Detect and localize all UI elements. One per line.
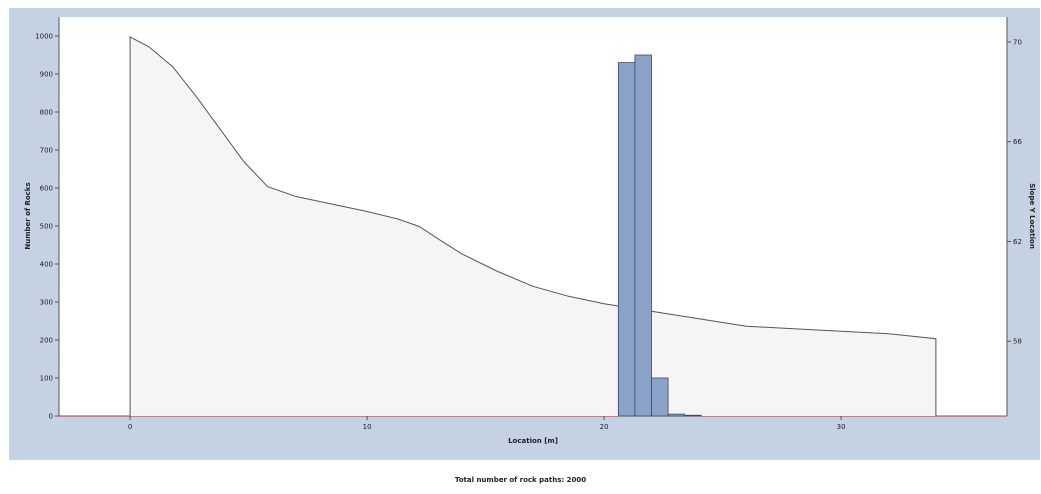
histogram-bar-4 [685, 415, 702, 416]
y-tick-label: 200 [40, 337, 53, 345]
y2-tick-label: 70 [1013, 38, 1022, 46]
x-axis-title: Location [m] [508, 437, 558, 445]
y-tick-label: 900 [40, 71, 53, 79]
y-tick-label: 400 [40, 261, 53, 269]
x-tick-label: 0 [128, 423, 132, 431]
y-tick-label: 800 [40, 109, 53, 117]
x-tick-label: 20 [600, 423, 609, 431]
footer-value: 2000 [567, 476, 586, 484]
y2-axis-title: Slope Y Location [1028, 183, 1036, 249]
histogram-bar-2 [652, 378, 669, 416]
y2-tick-label: 62 [1013, 238, 1022, 246]
y-tick-label: 0 [49, 413, 53, 421]
chart: 0 10 20 30 0 100 200 300 400 500 600 700 800 900 1000… [0, 0, 1041, 462]
y-tick-label: 700 [40, 147, 53, 155]
footer-label: Total number of rock paths: [455, 476, 564, 484]
histogram-bar-3 [668, 414, 685, 416]
histogram-bar-0 [618, 63, 635, 416]
histogram-bar-1 [635, 55, 652, 416]
x-tick-label: 10 [363, 423, 372, 431]
y-tick-label: 300 [40, 299, 53, 307]
y2-tick-label: 58 [1013, 338, 1022, 346]
y-tick-label: 600 [40, 185, 53, 193]
footer: Total number of rock paths: 2000 [0, 476, 1041, 484]
y-axis-title: Number of Rocks [24, 182, 32, 249]
y2-tick-label: 66 [1013, 138, 1022, 146]
x-tick-label: 30 [837, 423, 846, 431]
y-tick-label: 500 [40, 223, 53, 231]
y-tick-label: 1000 [35, 33, 53, 41]
y-tick-label: 100 [40, 375, 53, 383]
